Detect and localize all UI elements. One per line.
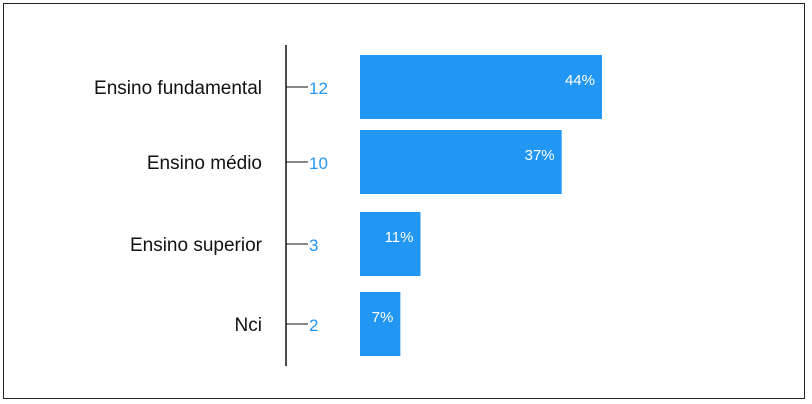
bar-percent-label: 11% bbox=[385, 229, 414, 246]
count-label: 12 bbox=[309, 79, 328, 98]
category-label: Ensino médio bbox=[147, 153, 262, 174]
category-label: Ensino superior bbox=[130, 235, 263, 256]
category-label: Ensino fundamental bbox=[94, 78, 262, 99]
bar-percent-label: 44% bbox=[565, 72, 595, 89]
count-label: 3 bbox=[309, 236, 318, 255]
bar bbox=[360, 212, 421, 276]
category-label: Nci bbox=[235, 315, 262, 336]
count-label: 10 bbox=[309, 154, 328, 173]
bar-percent-label: 37% bbox=[525, 147, 555, 164]
bar bbox=[360, 130, 562, 194]
chart-marks: Ensino fundamental 12 44%Ensino médio 10 37%… bbox=[94, 55, 602, 356]
bar-percent-label: 7% bbox=[372, 309, 394, 326]
count-label: 2 bbox=[309, 316, 318, 335]
bar bbox=[360, 292, 401, 356]
bar bbox=[360, 55, 602, 119]
